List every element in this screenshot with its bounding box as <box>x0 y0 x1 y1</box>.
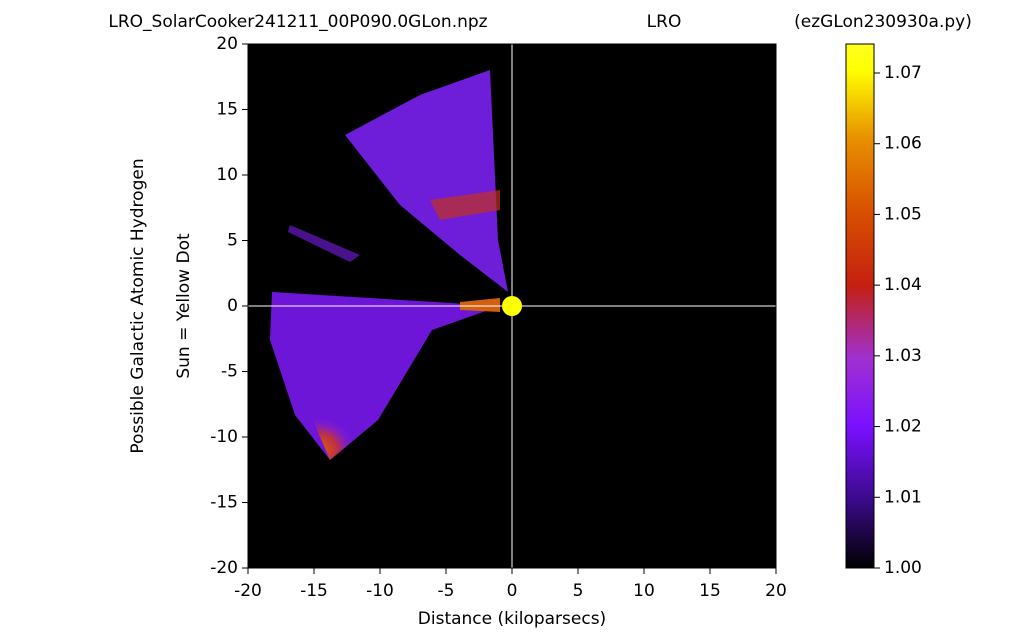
hydrogen-emission-map <box>270 70 508 460</box>
y-tick-label: -10 <box>210 427 238 447</box>
colorbar <box>845 43 875 569</box>
x-tick-label: 10 <box>633 581 655 601</box>
x-tick-label: -10 <box>366 581 394 601</box>
lower-patch <box>300 390 378 460</box>
axes: -20 -15 -10 -5 0 5 10 15 20 -20 -15 -10 -5 0 5 10 15 20 1.… <box>210 34 922 601</box>
x-tick-label: -20 <box>234 581 262 601</box>
y-tick-label: 0 <box>227 296 238 316</box>
y-tick-label: 10 <box>216 165 238 185</box>
upper-wedge <box>345 70 508 292</box>
colorbar-tick-label: 1.04 <box>884 275 922 295</box>
y-axis-label: Sun = Yellow Dot <box>174 233 194 379</box>
y-tick-label: 5 <box>227 231 238 251</box>
y-axis-label: Possible Galactic Atomic Hydrogen <box>128 158 148 453</box>
y-tick-label: 15 <box>216 100 238 120</box>
colorbar-tick-label: 1.00 <box>884 558 922 578</box>
colorbar-tick-label: 1.02 <box>884 417 922 437</box>
sun-marker <box>502 296 522 316</box>
x-tick-label: 20 <box>765 581 787 601</box>
x-tick-label: 0 <box>507 581 518 601</box>
y-tick-label: -15 <box>210 493 238 513</box>
upper-band <box>430 190 500 220</box>
title-center: LRO <box>647 12 682 32</box>
arm-streak <box>288 225 360 262</box>
title-right: (ezGLon230930a.py) <box>794 12 972 32</box>
colorbar-tick-label: 1.06 <box>884 134 922 154</box>
title-left: LRO_SolarCooker241211_00P090.0GLon.npz <box>108 12 487 32</box>
colorbar-tick-label: 1.05 <box>884 204 922 224</box>
x-tick-label: 15 <box>699 581 721 601</box>
colorbar-tick-label: 1.03 <box>884 346 922 366</box>
x-axis-label: Distance (kiloparsecs) <box>418 609 606 629</box>
colorbar-tick-label: 1.01 <box>884 487 922 507</box>
y-tick-label: -20 <box>210 558 238 578</box>
x-tick-label: -15 <box>300 581 328 601</box>
near-sun-streak <box>460 298 500 312</box>
y-tick-label: -5 <box>221 362 238 382</box>
y-tick-label: 20 <box>216 34 238 54</box>
x-tick-label: 5 <box>573 581 584 601</box>
x-tick-label: -5 <box>438 581 455 601</box>
colorbar-tick-label: 1.07 <box>884 63 922 83</box>
